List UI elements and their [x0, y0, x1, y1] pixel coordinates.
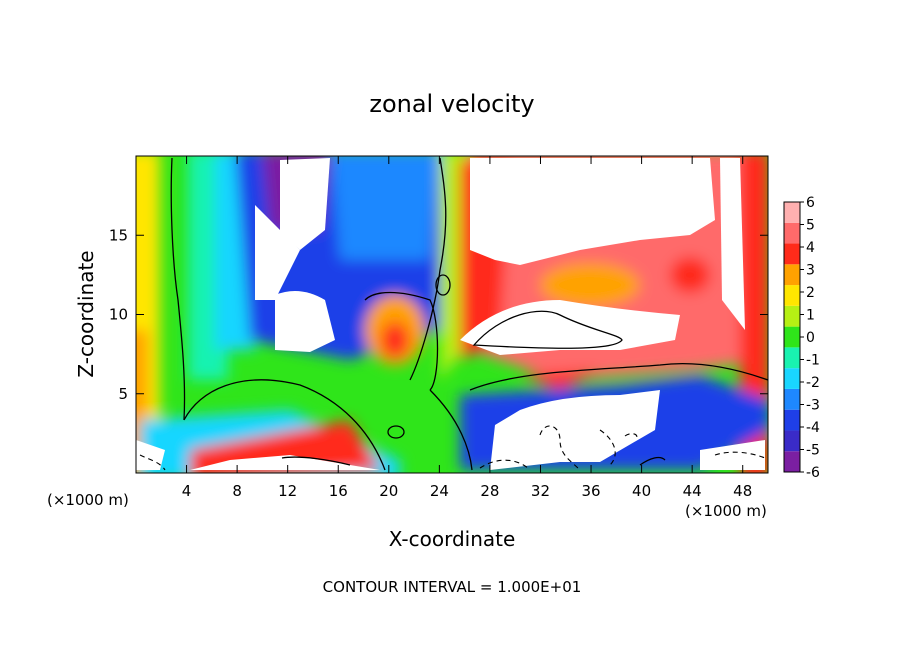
x-tick-label: 16: [329, 482, 348, 500]
x-tick-label: 48: [733, 482, 752, 500]
colorbar-swatch: [784, 285, 800, 306]
x-tick-label: 4: [182, 482, 192, 500]
colorbar-swatch: [784, 347, 800, 369]
x-tick-label: 40: [632, 482, 651, 500]
colorbar-tick-label: -4: [806, 420, 820, 436]
colorbar-swatch: [784, 222, 800, 244]
colorbar-swatch: [784, 243, 800, 265]
x-tick-label: 28: [480, 482, 499, 500]
colorbar-tick-label: -2: [806, 375, 820, 391]
contour-interval-note: CONTOUR INTERVAL = 1.000E+01: [323, 578, 582, 596]
colorbar-tick-label: -3: [806, 398, 820, 414]
colorbar-swatch: [784, 326, 800, 348]
chart-title: zonal velocity: [369, 90, 534, 118]
x-tick-label: 32: [531, 482, 550, 500]
x-unit-right: (×1000 m): [685, 502, 767, 520]
colorbar-swatch: [784, 305, 800, 327]
colorbar-swatch: [784, 451, 800, 472]
colorbar-tick-label: 1: [806, 308, 815, 324]
saturated-regions: [136, 158, 765, 470]
colorbar-tick-label: -6: [806, 465, 820, 481]
x-tick-label: 44: [683, 482, 702, 500]
colorbar-tick-label: 5: [806, 218, 815, 234]
y-tick-label: 10: [109, 306, 128, 324]
colorbar-swatch: [784, 202, 800, 223]
colorbar-swatch: [784, 368, 800, 389]
colorbar-swatch: [784, 264, 800, 286]
y-axis: 5 10 15: [109, 226, 768, 403]
colorbar-tick-label: 2: [806, 285, 815, 301]
colorbar-tick-label: -1: [806, 353, 820, 369]
x-axis: 4 8 12 16 20 24 28 32 36 40 44 48: [182, 156, 752, 500]
x-tick-label: 36: [581, 482, 600, 500]
negative-contours: [139, 425, 766, 471]
x-tick-label: 12: [278, 482, 297, 500]
y-axis-title: Z-coordinate: [74, 250, 98, 377]
x-tick-label: 20: [379, 482, 398, 500]
x-axis-title: X-coordinate: [389, 527, 516, 551]
colorbar-swatch: [784, 409, 800, 431]
y-tick-label: 15: [109, 226, 128, 244]
heatmap-field: [136, 156, 768, 473]
colorbar-tick-label: 0: [806, 330, 815, 346]
colorbar-tick-label: 4: [806, 240, 815, 256]
colorbar-tick-label: 6: [806, 195, 815, 211]
colorbar-swatch: [784, 430, 800, 452]
colorbar-swatch: [784, 388, 800, 410]
x-tick-label: 8: [232, 482, 242, 500]
x-unit-left: (×1000 m): [47, 491, 129, 509]
colorbar-tick-label: 3: [806, 263, 815, 279]
contour-lines: [170, 157, 768, 471]
colorbar: 6 5 4 3 2 1 0 -1 -2 -3 -4 -5 -6: [783, 195, 820, 481]
y-tick-label: 5: [118, 385, 128, 403]
x-tick-label: 24: [430, 482, 449, 500]
colorbar-tick-label: -5: [806, 443, 820, 459]
